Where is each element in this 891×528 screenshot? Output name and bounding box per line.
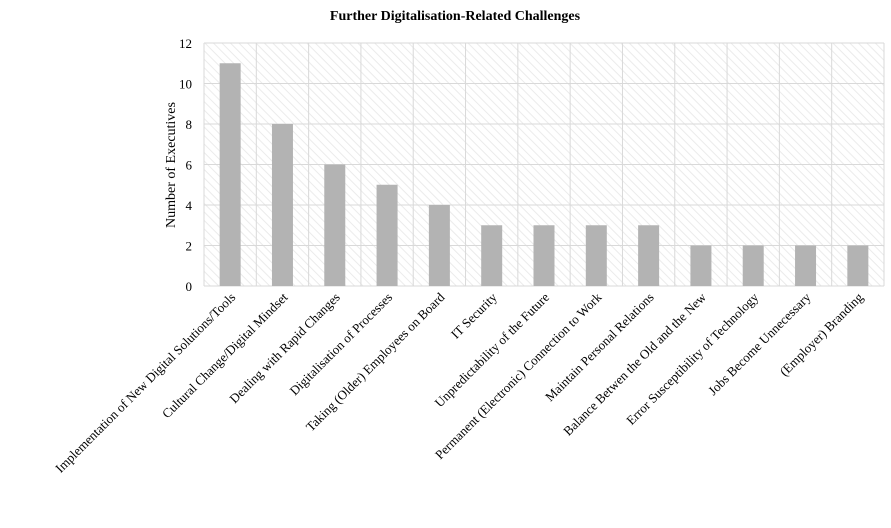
y-tick-label: 2	[186, 239, 193, 254]
bar	[533, 225, 555, 286]
bar	[219, 63, 241, 286]
bar	[271, 124, 293, 286]
bar	[638, 225, 660, 286]
plot-area: 0 2 4 6 8 10 12 Implementation of New Digital S…	[52, 36, 885, 476]
y-tick-label: 10	[179, 77, 192, 92]
bar	[324, 164, 346, 286]
y-axis-title: Number of Executives	[164, 102, 179, 228]
x-category-label: Maintain Personal Relations	[542, 290, 657, 405]
x-category-label: Jobs Become Unnecessary	[705, 289, 814, 398]
chart-title: Further Digitalisation-Related Challenge…	[330, 9, 581, 24]
bar	[742, 245, 764, 286]
bar	[585, 225, 607, 286]
y-tick-label: 12	[179, 36, 192, 51]
x-category-label: Implementation of New Digital Solutions/…	[52, 290, 238, 476]
y-tick-label: 4	[186, 198, 193, 213]
bar	[847, 245, 869, 286]
bar	[376, 184, 398, 286]
y-tick-label: 0	[186, 279, 193, 294]
y-tick-label: 8	[186, 117, 193, 132]
bar	[690, 245, 712, 286]
bar	[481, 225, 503, 286]
x-category-label: Digitalisation of Processes	[287, 290, 396, 399]
x-category-label: IT Security	[448, 289, 500, 341]
y-tick-label: 6	[186, 158, 193, 173]
bar	[795, 245, 817, 286]
bar	[428, 205, 450, 286]
